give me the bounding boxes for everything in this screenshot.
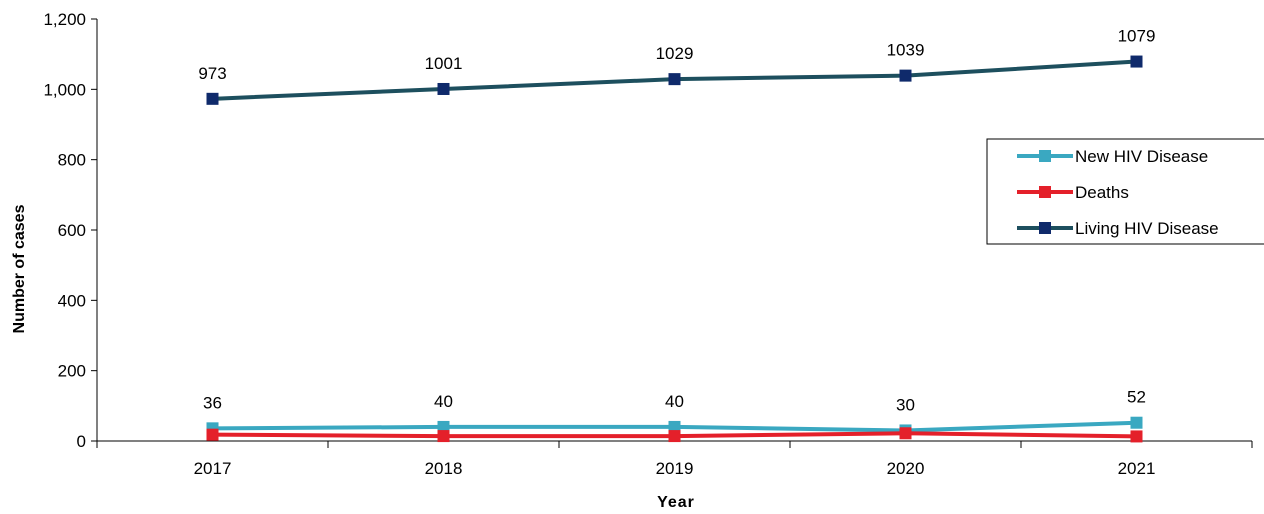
data-point: [206, 92, 219, 105]
data-labels: 36 40 40 30 52 973 1001 1029 1039 1079: [198, 27, 1155, 415]
legend: New HIV Disease Deaths Living HIV Disease: [986, 138, 1264, 245]
data-label: 1001: [425, 54, 463, 73]
series-layer: [206, 55, 1143, 443]
data-point: [668, 73, 681, 86]
x-tick-label: 2018: [425, 459, 463, 478]
data-label: 40: [434, 392, 453, 411]
x-tick-label: 2020: [887, 459, 925, 478]
y-tick-label: 0: [77, 432, 86, 451]
legend-label: Living HIV Disease: [1075, 219, 1219, 238]
legend-label: New HIV Disease: [1075, 147, 1208, 166]
data-point: [437, 82, 450, 95]
x-tick-label: 2021: [1118, 459, 1156, 478]
data-label: 52: [1127, 388, 1146, 407]
data-point: [668, 420, 681, 433]
data-point: [1130, 430, 1143, 443]
data-point: [1130, 416, 1143, 429]
data-label: 36: [203, 393, 222, 412]
y-tick-label: 600: [58, 221, 86, 240]
data-point: [437, 420, 450, 433]
data-point: [899, 69, 912, 82]
data-label: 973: [198, 64, 226, 83]
axes: 0 200 400 600 800 1,000 1,200 2017 2018 2019 2020 2…: [43, 10, 1253, 478]
data-point: [668, 430, 681, 443]
x-tick-label: 2017: [194, 459, 232, 478]
data-label: 1029: [656, 44, 694, 63]
data-label: 40: [665, 392, 684, 411]
y-axis-title: Number of cases: [11, 204, 28, 333]
y-tick-label: 200: [58, 362, 86, 381]
legend-swatch-marker: [1039, 186, 1051, 198]
data-point: [206, 428, 219, 441]
data-point: [899, 427, 912, 440]
legend-swatch-marker: [1039, 150, 1051, 162]
y-tick-label: 800: [58, 151, 86, 170]
x-tick-label: 2019: [656, 459, 694, 478]
x-axis-title: Year: [657, 494, 695, 511]
y-tick-label: 1,200: [43, 10, 86, 29]
data-label: 30: [896, 395, 915, 414]
data-label: 1039: [887, 41, 925, 60]
data-point: [437, 430, 450, 443]
y-tick-label: 400: [58, 291, 86, 310]
y-tick-label: 1,000: [43, 80, 86, 99]
data-label: 1079: [1118, 27, 1156, 46]
legend-label: Deaths: [1075, 183, 1129, 202]
legend-swatch-marker: [1039, 222, 1051, 234]
data-point: [1130, 55, 1143, 68]
